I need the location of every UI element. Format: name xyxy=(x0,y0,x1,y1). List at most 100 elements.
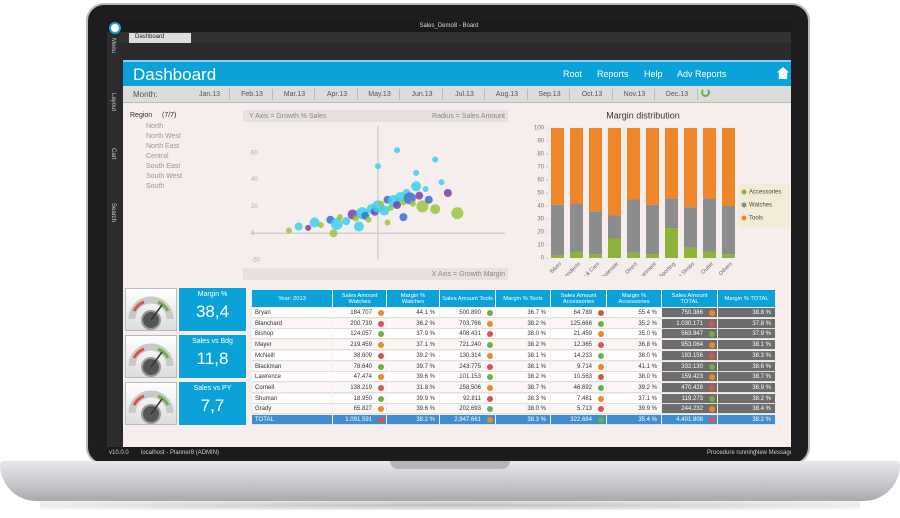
cell-text: 183.156 xyxy=(681,352,703,359)
status-dot xyxy=(709,320,715,327)
region-item[interactable]: North xyxy=(146,123,164,130)
table-cell: 1.030.171 xyxy=(662,318,717,329)
table-cell: 37.1 % xyxy=(387,340,439,351)
cell-text: 38.0 % xyxy=(638,352,657,359)
status-dot xyxy=(487,417,493,423)
tab[interactable]: Dashboard xyxy=(129,33,191,43)
table-cell: 35.2 % xyxy=(607,318,661,329)
status-dot xyxy=(709,352,715,359)
table-cell: 953.064 xyxy=(662,340,717,351)
app-icon[interactable] xyxy=(109,22,121,34)
nav-link[interactable]: Adv Reports xyxy=(677,69,727,79)
table-header-cell: Margin % Accessories xyxy=(607,290,661,307)
cell-text: Shuman xyxy=(255,395,278,402)
table-cell: 18.950 xyxy=(333,393,386,404)
bar-segment xyxy=(646,204,659,255)
legend-label: Accessories xyxy=(749,190,781,196)
nav-link[interactable]: Root xyxy=(563,69,583,79)
table-cell: 184.707 xyxy=(333,308,386,318)
month-button[interactable]: Apr.13 xyxy=(318,89,358,100)
nav-link[interactable]: Reports xyxy=(597,69,629,79)
sidebar-tab[interactable]: Cart xyxy=(110,148,116,160)
month-button[interactable]: Dec.13 xyxy=(658,89,698,100)
status-dot xyxy=(378,342,384,349)
month-button[interactable]: Feb.13 xyxy=(233,89,273,100)
cell-text: 38.1 % xyxy=(527,363,546,370)
bar-segment xyxy=(722,254,735,258)
status-dot xyxy=(598,363,604,370)
table-cell: 39.2 % xyxy=(607,382,661,393)
table-cell: 183.156 xyxy=(662,350,717,361)
cell-text: Grady xyxy=(255,406,272,413)
scatter-point xyxy=(353,221,364,232)
nav-link[interactable]: Help xyxy=(644,69,663,79)
table-cell: 125.666 xyxy=(551,318,606,329)
kpi-value: 7,7 xyxy=(200,396,225,415)
region-item[interactable]: South xyxy=(146,183,165,190)
sidebar-tab[interactable]: Menu xyxy=(110,38,116,54)
month-button[interactable]: Nov.13 xyxy=(615,89,655,100)
table-cell: 408.431 xyxy=(440,329,495,340)
month-button[interactable]: May.13 xyxy=(360,89,400,100)
table-cell: McNeill xyxy=(252,350,332,361)
bar-segment xyxy=(665,228,678,258)
cell-text: 37.1 % xyxy=(416,342,435,349)
cell-text: 38.2 % xyxy=(752,417,771,423)
month-button[interactable]: Jun.13 xyxy=(403,89,443,100)
scatter-point xyxy=(286,227,293,234)
status-dot xyxy=(378,395,384,402)
home-icon[interactable] xyxy=(777,67,789,79)
scatter-point xyxy=(411,181,422,192)
table-cell: 47.474 xyxy=(333,372,386,383)
table-cell: 244.232 xyxy=(662,404,717,415)
cell-text: 39.9 % xyxy=(638,406,657,413)
status-dot xyxy=(378,384,384,391)
sidebar-tab[interactable]: Search xyxy=(110,203,116,223)
region-item[interactable]: North East xyxy=(146,143,180,150)
cell-text: 124.057 xyxy=(350,331,372,338)
status-dot xyxy=(378,310,384,316)
region-item[interactable]: North West xyxy=(146,133,181,140)
cell-text: 200.739 xyxy=(350,320,372,327)
y-tick-label: -20 xyxy=(251,258,260,264)
refresh-icon[interactable] xyxy=(701,88,710,97)
region-item[interactable]: South West xyxy=(146,173,183,180)
table-cell: 38.0 % xyxy=(496,329,550,340)
messages-text[interactable]: New Messages xyxy=(755,450,791,456)
table-cell: 37.1 % xyxy=(607,393,661,404)
table-cell: Mayer xyxy=(252,340,332,351)
table-cell: 332.130 xyxy=(662,361,717,372)
table-cell: Cornell xyxy=(252,382,332,393)
gauge-arc xyxy=(128,390,174,414)
table-cell: Shuman xyxy=(252,393,332,404)
cell-text: 202.693 xyxy=(459,406,481,413)
month-button[interactable]: Jan.13 xyxy=(190,89,230,100)
table-header-cell: Sales Amount Accessories xyxy=(551,290,606,307)
bar-segment xyxy=(570,251,583,258)
cell-text: 130.314 xyxy=(459,352,481,359)
cell-text: 38.3 % xyxy=(527,395,546,402)
cell-text: 38.7 % xyxy=(752,374,771,381)
table-cell: 243.775 xyxy=(440,361,495,372)
cell-text: 36.2 % xyxy=(416,320,435,327)
sidebar-tab[interactable]: Layout xyxy=(110,93,116,112)
table-cell: 38.0 % xyxy=(607,372,661,383)
gauge-arc-red xyxy=(132,347,145,359)
y-tick-label: 40 xyxy=(251,177,258,183)
scatter-point xyxy=(336,214,343,221)
table-cell: 46.692 xyxy=(551,382,606,393)
month-button[interactable]: Aug.13 xyxy=(488,89,528,100)
cell-text: 21.459 xyxy=(573,331,592,338)
table-cell: 38.7 % xyxy=(718,372,775,383)
region-item[interactable]: South East xyxy=(146,163,181,170)
table-cell: 38.3 % xyxy=(496,393,550,404)
month-button[interactable]: Mar.13 xyxy=(275,89,315,100)
region-item[interactable]: Central xyxy=(146,153,169,160)
month-button[interactable]: Sep.13 xyxy=(530,89,570,100)
cell-text: 5.713 xyxy=(576,406,592,413)
month-button[interactable]: Oct.13 xyxy=(573,89,613,100)
status-dot xyxy=(378,417,384,423)
cell-text: 39.6 % xyxy=(416,406,435,413)
total-cell: 1.091.591 xyxy=(333,415,386,425)
month-button[interactable]: Jul.13 xyxy=(445,89,485,100)
